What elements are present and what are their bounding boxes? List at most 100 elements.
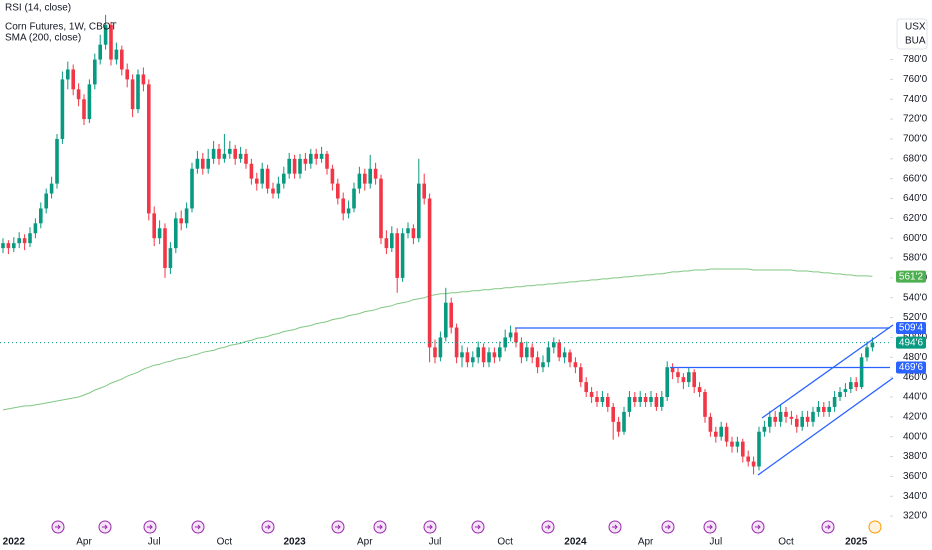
- candle-body: [589, 392, 594, 398]
- candle-body: [552, 342, 556, 348]
- x-tick-label: Oct: [778, 537, 794, 548]
- candle-body: [811, 411, 815, 422]
- candle-body: [368, 168, 372, 184]
- candle-body: [163, 228, 167, 268]
- event-icon-glyph: [377, 524, 383, 530]
- price-tag: [896, 322, 926, 335]
- candle-body: [865, 347, 869, 358]
- y-tick-label: 540'0: [903, 292, 928, 303]
- candle-body: [417, 183, 421, 239]
- candle-body: [843, 389, 848, 393]
- candle-body: [120, 49, 124, 70]
- candle-body: [82, 99, 86, 120]
- candle-body: [789, 416, 794, 419]
- x-tick-label: Jul: [148, 537, 161, 548]
- candle-body: [530, 347, 534, 358]
- candle-body: [260, 168, 264, 184]
- candle-body: [827, 406, 831, 412]
- candle-body: [233, 148, 237, 159]
- candle-body: [174, 218, 178, 249]
- candle-body: [276, 183, 281, 194]
- candle-body: [55, 138, 59, 184]
- event-icon[interactable]: [868, 520, 882, 534]
- candle-body: [681, 377, 686, 383]
- candle-body: [319, 153, 324, 159]
- candle-body: [633, 397, 637, 402]
- candle-body: [49, 183, 54, 194]
- candle-body: [217, 148, 221, 159]
- candle-body: [562, 352, 567, 358]
- x-tick-label: Oct: [497, 537, 513, 548]
- candle-body: [579, 367, 583, 383]
- candle-body: [60, 79, 65, 139]
- candle-body: [336, 183, 340, 199]
- candle-body: [854, 382, 858, 388]
- candle-body: [708, 416, 713, 432]
- x-tick-label: 2023: [283, 537, 306, 548]
- x-tick-label: Jul: [429, 537, 442, 548]
- price-tag-label: 494'6: [899, 337, 924, 348]
- candle-body: [411, 228, 416, 239]
- candle-body: [751, 461, 756, 467]
- candle-body: [379, 178, 383, 239]
- candle-body: [832, 397, 837, 407]
- x-tick-label: 2022: [3, 537, 26, 548]
- candle-body: [730, 441, 734, 447]
- candle-body: [676, 372, 680, 378]
- candle-body: [109, 24, 113, 60]
- candle-body: [476, 347, 480, 358]
- candle-body: [568, 352, 572, 363]
- candle-body: [357, 173, 362, 189]
- y-tick-label: 780'0: [903, 54, 928, 65]
- candle-body: [849, 382, 853, 390]
- y-tick-label: 720'0: [903, 114, 928, 125]
- candle-body: [800, 416, 804, 427]
- price-tag: [896, 361, 926, 374]
- candle-body: [573, 362, 578, 368]
- candle-body: [152, 213, 156, 239]
- event-icon-glyph: [102, 524, 108, 530]
- y-tick-label: 520'0: [903, 312, 928, 323]
- candle-body: [6, 243, 11, 249]
- candle-body: [130, 79, 135, 110]
- candle-body: [465, 352, 470, 363]
- candle-body: [211, 148, 216, 159]
- candle-body: [1, 243, 5, 249]
- candle-body: [670, 367, 675, 373]
- candle-body: [697, 387, 702, 393]
- candle-body: [271, 188, 275, 194]
- event-icon-glyph: [707, 524, 713, 530]
- candle-body: [12, 243, 16, 249]
- candle-body: [503, 337, 507, 348]
- candle-body: [622, 411, 626, 432]
- candle-body: [816, 406, 821, 412]
- candle-body: [611, 406, 615, 422]
- event-icon-glyph: [545, 524, 551, 530]
- candle-body: [141, 74, 146, 85]
- candle-body: [244, 153, 248, 164]
- event-icon-glyph: [665, 524, 671, 530]
- candle-body: [157, 228, 162, 239]
- y-tick-label: 340'0: [903, 491, 928, 502]
- candle-body: [427, 198, 432, 348]
- y-tick-label: 680'0: [903, 153, 928, 164]
- candle-body: [746, 456, 750, 462]
- candle-body: [373, 168, 378, 179]
- candle-body: [444, 302, 448, 338]
- candle-body: [265, 168, 270, 189]
- candle-body: [238, 153, 243, 159]
- candle-body: [303, 158, 308, 164]
- candle-body: [514, 332, 518, 343]
- candle-body: [190, 168, 194, 209]
- candle-body: [600, 397, 605, 402]
- candle-body: [665, 367, 669, 398]
- candle-body: [330, 168, 335, 184]
- candle-body: [22, 238, 27, 244]
- currency-box[interactable]: [896, 18, 928, 50]
- candle-body: [390, 233, 394, 249]
- candle-body: [179, 218, 183, 224]
- candle-body: [287, 158, 291, 174]
- x-tick-label: Jul: [709, 537, 722, 548]
